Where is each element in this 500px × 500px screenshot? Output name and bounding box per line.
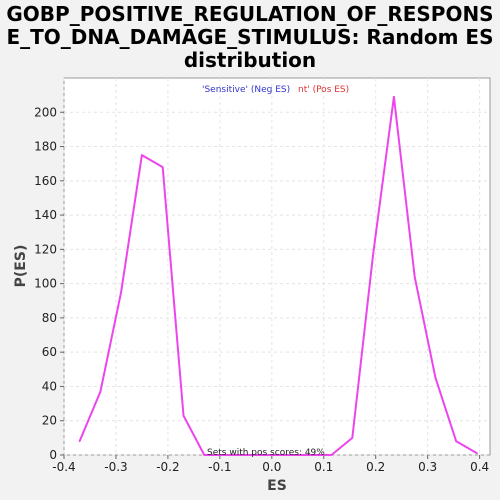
x-axis-ticks: -0.4 -0.3 -0.2 -0.1 0.0 0.1 0.2 0.3 0.4 [52, 455, 489, 474]
x-tick-label: -0.3 [104, 460, 127, 474]
y-tick-label: 200 [34, 105, 57, 119]
x-tick-label: 0.4 [470, 460, 489, 474]
data-point [265, 454, 268, 456]
data-point [78, 440, 81, 443]
data-point [351, 437, 354, 439]
data-point [182, 414, 185, 417]
y-tick-label: 140 [34, 208, 57, 222]
y-tick-label: 20 [42, 414, 57, 428]
data-point [141, 154, 143, 156]
data-point [286, 454, 289, 456]
data-point [307, 454, 309, 456]
pos-scores-annotation: Sets with pos scores: 49% [207, 448, 325, 458]
data-point [99, 390, 102, 393]
x-axis-label: ES [267, 478, 287, 494]
data-point [161, 166, 164, 168]
data-point [120, 291, 122, 294]
x-tick-label: 0.1 [314, 460, 333, 474]
data-point [455, 440, 458, 443]
x-tick-label: 0.2 [366, 460, 385, 474]
grid [63, 78, 490, 456]
x-tick-label: -0.1 [208, 460, 231, 474]
data-point [434, 377, 437, 379]
es-distribution-line [78, 95, 478, 456]
chart-title-line-2: E_TO_DNA_DAMAGE_STIMULUS: Random ES [7, 25, 494, 49]
x-tick-label: 0.0 [262, 460, 281, 474]
data-point [224, 454, 226, 456]
series-group [78, 95, 478, 456]
data-point [203, 454, 206, 456]
y-axis-label: P(ES) [13, 245, 29, 288]
data-point [330, 454, 333, 456]
data-point [476, 452, 478, 455]
data-point [393, 96, 395, 98]
y-tick-label: 40 [42, 379, 57, 393]
data-point [372, 253, 374, 256]
y-tick-label: 100 [34, 277, 57, 291]
y-tick-label: 80 [42, 311, 57, 325]
x-tick-label: 0.3 [418, 460, 437, 474]
x-tick-label: -0.2 [156, 460, 179, 474]
chart-title-line-3: distribution [184, 48, 316, 72]
legend-sensitive: 'Sensitive' (Neg ES) [202, 85, 290, 95]
y-axis-ticks: 0 20 40 60 80 100 120 140 160 180 200 [34, 105, 64, 462]
data-point [245, 454, 247, 456]
x-tick-label: -0.4 [52, 460, 75, 474]
data-point [413, 275, 416, 278]
y-tick-label: 180 [34, 140, 57, 154]
chart-title-line-1: GOBP_POSITIVE_REGULATION_OF_RESPONS [6, 2, 493, 26]
y-tick-label: 60 [42, 345, 57, 359]
y-tick-label: 160 [34, 174, 57, 188]
plot-area [63, 77, 491, 456]
y-tick-label: 120 [34, 242, 57, 256]
legend-resistant: nt' (Pos ES) [298, 85, 349, 95]
y-tick-label: 0 [49, 448, 57, 462]
